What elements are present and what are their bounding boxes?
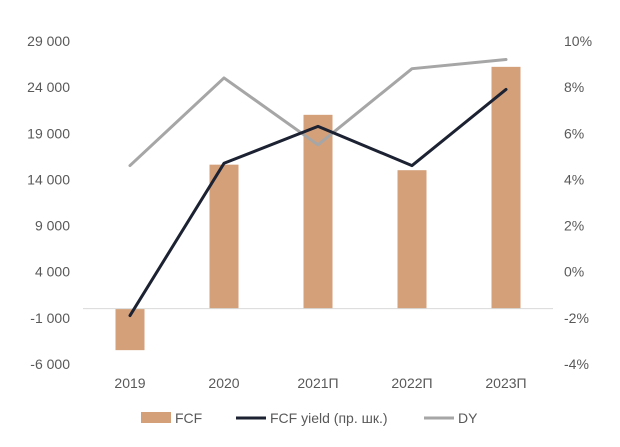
y-right-tick-label: 6%: [564, 125, 584, 141]
bar-fcf-2023П: [491, 66, 521, 309]
bar-fcf-2022П: [397, 170, 427, 309]
y-right-tick-label: 2%: [564, 218, 584, 234]
y-left-tick-label: 29 000: [27, 33, 70, 49]
legend-label-fcf: FCF: [175, 410, 202, 426]
legend: FCF FCF yield (пр. шк.) DY: [141, 410, 478, 426]
x-tick-label: 2022П: [391, 375, 432, 391]
y-left-tick-label: -1 000: [30, 310, 70, 326]
line-series: [128, 57, 508, 318]
y-left-tick-label: 19 000: [27, 125, 70, 141]
y-left-axis: 29 000 24 000 19 000 14 000 9 000 4 000 -1 000…: [27, 33, 70, 372]
y-right-axis: 10% 8% 6% 4% 2% 0% -2% -4%: [564, 33, 592, 372]
y-left-tick-label: -6 000: [30, 356, 70, 372]
y-right-tick-label: 8%: [564, 79, 584, 95]
bar-fcf-2020: [209, 164, 239, 309]
y-right-tick-label: -4%: [564, 356, 589, 372]
y-left-tick-label: 9 000: [35, 218, 70, 234]
plot-area: [83, 57, 553, 351]
y-right-tick-label: -2%: [564, 310, 589, 326]
y-left-tick-label: 4 000: [35, 264, 70, 280]
bar-fcf-2021П: [303, 114, 333, 309]
legend-label-fcf-yield: FCF yield (пр. шк.): [270, 410, 388, 426]
x-tick-label: 2023П: [485, 375, 526, 391]
legend-swatch-fcf: [141, 412, 171, 423]
y-right-tick-label: 4%: [564, 171, 584, 187]
x-tick-label: 2021П: [297, 375, 338, 391]
y-left-tick-label: 24 000: [27, 79, 70, 95]
x-tick-label: 2020: [208, 375, 239, 391]
y-right-tick-label: 0%: [564, 264, 584, 280]
fcf-bars: [115, 66, 521, 351]
x-tick-label: 2019: [114, 375, 145, 391]
y-right-tick-label: 10%: [564, 33, 592, 49]
x-axis: 2019 2020 2021П 2022П 2023П: [114, 375, 526, 391]
y-left-tick-label: 14 000: [27, 171, 70, 187]
legend-label-dy: DY: [458, 410, 478, 426]
